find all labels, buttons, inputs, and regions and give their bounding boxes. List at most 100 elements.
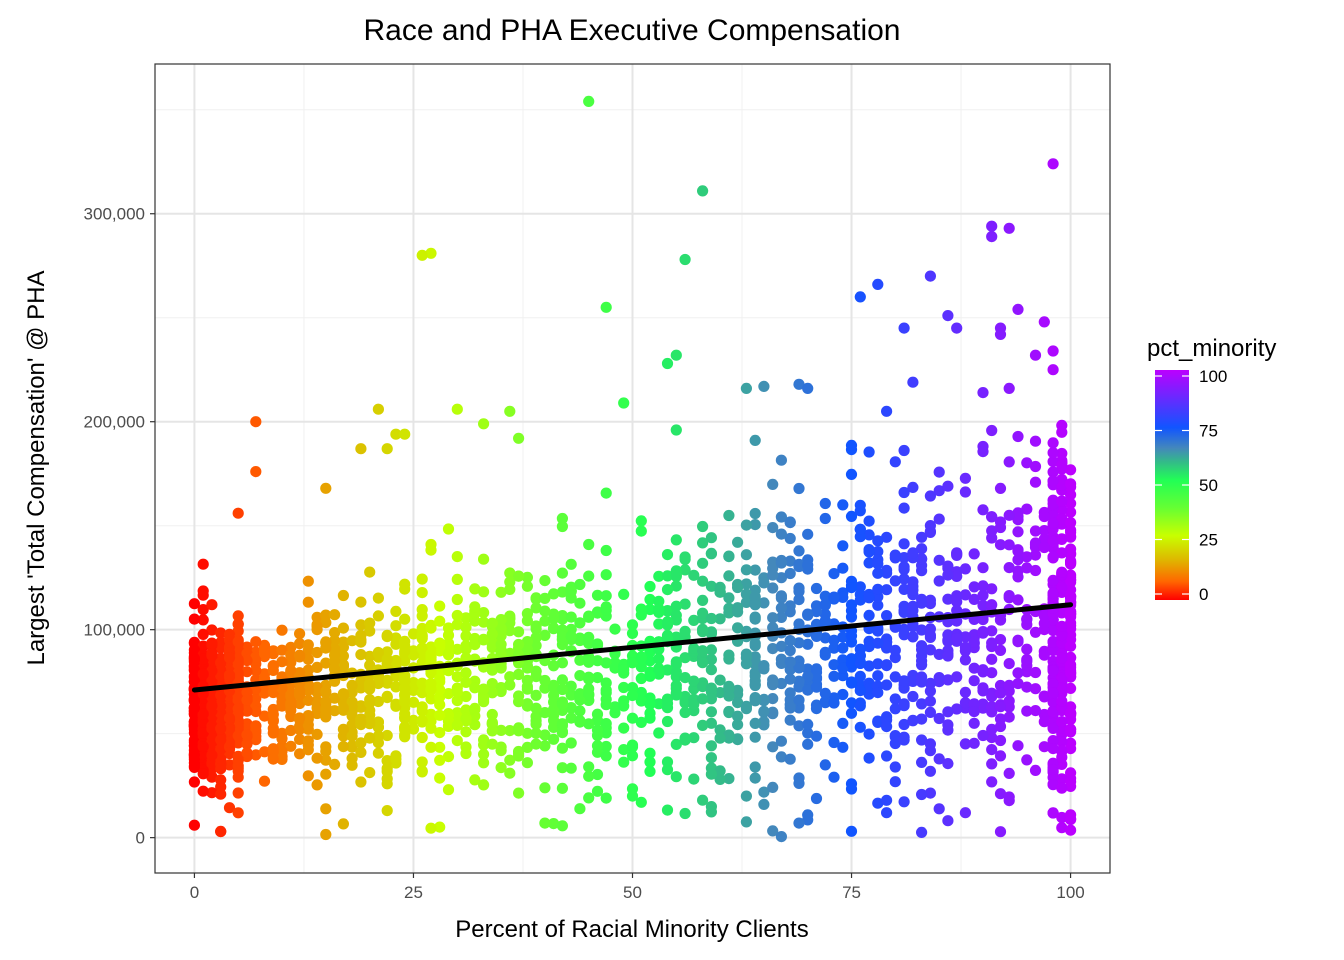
scatter-point xyxy=(1003,791,1015,803)
scatter-point xyxy=(924,631,937,644)
scatter-point xyxy=(793,558,805,571)
scatter-point xyxy=(337,723,349,735)
scatter-point xyxy=(399,645,411,657)
scatter-point xyxy=(548,696,560,708)
scatter-point xyxy=(460,714,472,726)
scatter-point xyxy=(539,740,551,752)
scatter-point xyxy=(968,675,980,687)
scatter-point xyxy=(758,695,770,707)
scatter-point xyxy=(802,671,814,683)
scatter-point xyxy=(232,760,244,772)
scatter-point xyxy=(916,565,928,577)
scatter-point xyxy=(206,749,218,761)
scatter-point xyxy=(1065,464,1077,476)
scatter-point xyxy=(1012,667,1024,679)
scatter-point xyxy=(1056,426,1068,438)
scatter-point xyxy=(600,684,612,696)
scatter-point xyxy=(302,575,314,587)
scatter-point xyxy=(329,692,341,704)
scatter-point xyxy=(478,586,490,598)
scatter-point xyxy=(626,712,639,724)
scatter-point xyxy=(767,478,779,490)
scatter-point xyxy=(530,623,542,635)
scatter-point xyxy=(416,687,428,699)
scatter-point xyxy=(758,798,770,811)
scatter-point xyxy=(513,432,525,444)
scatter-point xyxy=(258,775,271,787)
scatter-point xyxy=(697,645,709,657)
scatter-point xyxy=(626,750,639,762)
scatter-point xyxy=(311,611,323,623)
scatter-point xyxy=(215,734,227,746)
scatter-point xyxy=(188,598,200,610)
scatter-point xyxy=(302,713,314,725)
scatter-point xyxy=(968,698,980,710)
y-axis-title: Largest 'Total Compensation' @ PHA xyxy=(23,270,50,665)
scatter-point xyxy=(574,617,586,629)
scatter-point xyxy=(644,670,656,682)
scatter-point xyxy=(372,721,384,733)
scatter-point xyxy=(837,591,849,604)
scatter-point xyxy=(670,609,682,621)
scatter-point xyxy=(574,690,586,702)
scatter-point xyxy=(285,641,297,653)
scatter-point xyxy=(425,708,437,720)
x-tick-label: 0 xyxy=(190,883,199,902)
scatter-point xyxy=(399,729,411,741)
scatter-point xyxy=(679,672,691,684)
scatter-point xyxy=(337,741,349,753)
scatter-point xyxy=(504,583,516,596)
scatter-point xyxy=(994,750,1007,762)
scatter-point xyxy=(951,703,963,715)
scatter-point xyxy=(390,620,402,632)
scatter-point xyxy=(355,596,367,608)
scatter-point xyxy=(425,649,437,661)
scatter-point xyxy=(828,568,840,580)
scatter-point xyxy=(977,614,989,626)
scatter-point xyxy=(434,772,446,784)
scatter-point xyxy=(556,586,569,598)
scatter-point xyxy=(854,643,866,655)
scatter-point xyxy=(863,660,875,672)
scatter-point xyxy=(539,575,551,587)
scatter-point xyxy=(1056,716,1068,728)
scatter-point xyxy=(355,716,367,728)
scatter-point xyxy=(1003,701,1015,713)
scatter-point xyxy=(276,691,288,703)
scatter-point xyxy=(486,662,498,675)
scatter-point xyxy=(907,715,919,727)
scatter-point xyxy=(977,589,989,602)
scatter-point xyxy=(670,534,682,546)
scatter-point xyxy=(784,702,796,714)
scatter-point xyxy=(802,727,814,739)
scatter-point xyxy=(705,806,718,818)
scatter-point xyxy=(364,732,376,744)
scatter-point xyxy=(320,685,332,698)
scatter-point xyxy=(425,247,437,259)
scatter-point xyxy=(513,750,525,762)
scatter-point xyxy=(302,653,314,665)
scatter-point xyxy=(802,718,814,731)
scatter-point xyxy=(697,794,709,806)
scatter-point xyxy=(854,581,866,593)
scatter-point xyxy=(924,765,937,777)
scatter-point xyxy=(775,831,788,843)
scatter-point xyxy=(530,593,542,605)
scatter-point xyxy=(863,609,875,622)
scatter-point xyxy=(661,804,674,816)
scatter-point xyxy=(705,693,718,705)
scatter-point xyxy=(854,700,866,712)
scatter-point xyxy=(959,686,972,698)
scatter-point xyxy=(714,687,726,699)
scatter-point xyxy=(837,540,849,552)
scatter-point xyxy=(355,746,367,759)
scatter-point xyxy=(802,814,814,826)
scatter-point xyxy=(556,520,569,533)
scatter-point xyxy=(959,563,972,575)
scatter-point xyxy=(425,693,437,705)
scatter-point xyxy=(959,697,972,709)
scatter-point xyxy=(872,599,884,611)
scatter-point xyxy=(232,730,244,742)
scatter-point xyxy=(530,718,542,730)
scatter-point xyxy=(504,725,516,737)
